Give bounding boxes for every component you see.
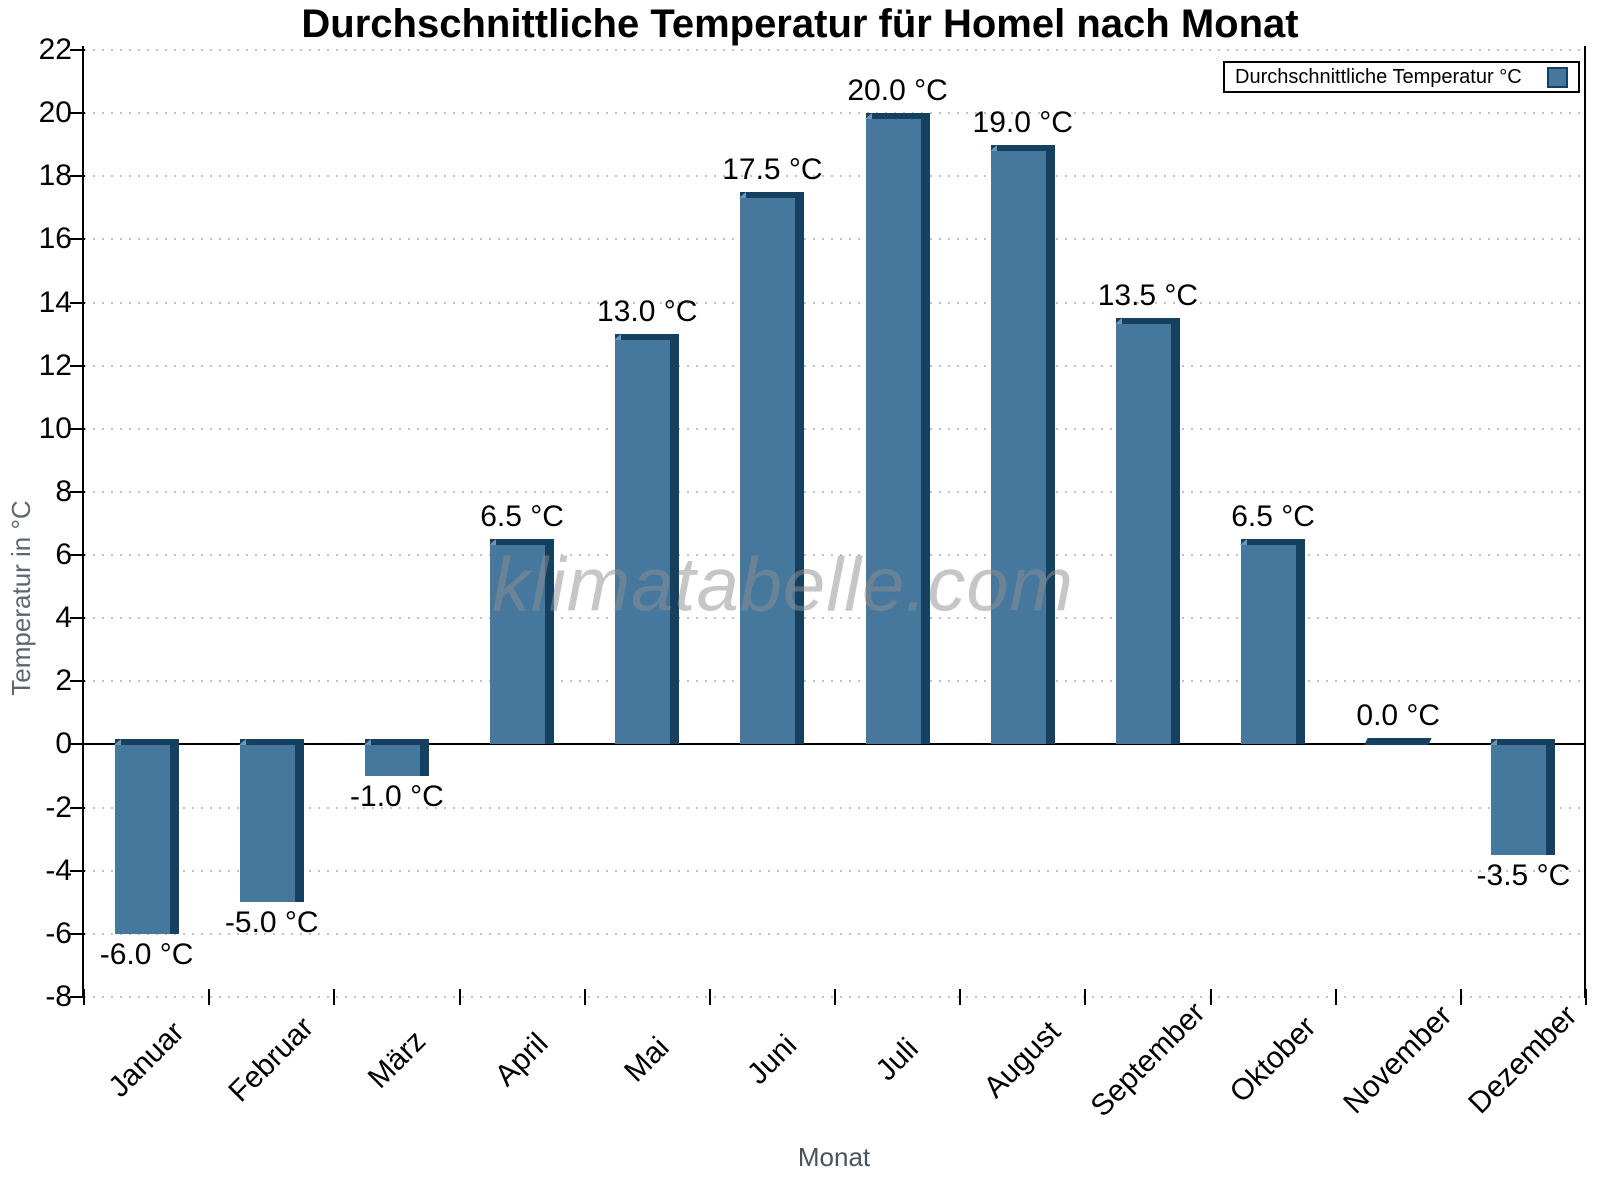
x-axis-tick	[959, 989, 962, 1005]
legend-swatch	[1547, 66, 1568, 88]
x-axis-title: Monat	[797, 1142, 871, 1172]
y-axis-tick	[70, 554, 85, 557]
gridline	[84, 680, 1586, 683]
y-axis-tick	[70, 743, 85, 746]
y-tick-label: 12	[38, 348, 72, 382]
y-axis-tick	[70, 996, 85, 998]
y-axis-tick	[70, 932, 85, 935]
value-label-april: 6.5 °C	[480, 500, 564, 534]
value-label-mai: 13.0 °C	[597, 295, 698, 329]
legend: Durchschnittliche Temperatur °C	[1223, 61, 1580, 93]
y-axis-tick	[70, 869, 85, 872]
gridline	[84, 112, 1586, 115]
gridline	[84, 301, 1586, 304]
x-axis-tick	[834, 989, 836, 1005]
bar-februar	[238, 739, 304, 903]
bar-oktober	[1240, 539, 1306, 745]
gridline	[84, 427, 1586, 430]
x-axis-tick	[1334, 989, 1337, 1005]
month-label-dezember: Dezember	[1373, 999, 1600, 1120]
y-axis-tick	[70, 238, 85, 241]
gridline	[84, 49, 1586, 51]
bar-august	[989, 144, 1055, 745]
gridline	[84, 364, 1586, 367]
gridline	[84, 806, 1586, 809]
bar-november	[1364, 738, 1432, 746]
bar-dezember	[1490, 739, 1556, 855]
bar-juli	[864, 113, 930, 745]
y-axis-tick	[70, 49, 85, 51]
y-axis-tick	[70, 806, 85, 809]
bar-april	[489, 539, 555, 745]
y-tick-label: -8	[45, 980, 72, 1013]
x-axis-tick	[1209, 989, 1212, 1005]
y-tick-label: 14	[38, 285, 72, 319]
y-axis-tick	[70, 427, 85, 430]
gridline	[84, 554, 1586, 557]
bar-marz	[363, 739, 429, 777]
gridline	[84, 490, 1586, 493]
x-axis-tick	[1459, 989, 1462, 1005]
x-axis-tick	[583, 989, 586, 1005]
y-tick-label: 4	[55, 601, 72, 635]
x-axis-tick	[1585, 989, 1587, 1005]
x-axis-tick	[708, 989, 711, 1005]
value-label-juni: 17.5 °C	[722, 153, 823, 187]
y-tick-label: 22	[38, 33, 72, 66]
y-axis-tick	[70, 301, 85, 304]
chart-title: Durchschnittliche Temperatur für Homel n…	[301, 2, 1299, 46]
y-axis-tick	[70, 680, 85, 683]
gridline	[84, 932, 1586, 935]
y-axis-line	[82, 46, 84, 998]
y-axis-tick	[70, 490, 85, 493]
x-axis-tick	[1084, 989, 1087, 1005]
legend-label: Durchschnittliche Temperatur °C	[1235, 65, 1522, 88]
y-tick-label: 0	[55, 727, 72, 761]
zero-line	[84, 743, 1586, 746]
y-tick-label: -4	[45, 853, 72, 887]
x-axis-tick	[83, 989, 85, 1005]
gridline	[84, 869, 1586, 872]
gridline	[84, 175, 1586, 178]
y-tick-label: 8	[55, 474, 72, 508]
bar-mai	[614, 334, 680, 745]
right-border-line	[1584, 46, 1586, 998]
x-axis-tick	[208, 989, 211, 1005]
month-label-text: Dezember	[1462, 999, 1584, 1121]
value-label-marz: -1.0 °C	[350, 780, 444, 814]
value-label-august: 19.0 °C	[972, 105, 1073, 139]
gridline	[84, 617, 1586, 620]
y-tick-label: 6	[55, 538, 72, 572]
x-axis-tick	[333, 989, 336, 1005]
value-label-dezember: -3.5 °C	[1476, 858, 1571, 892]
value-label-november: 0.0 °C	[1356, 699, 1441, 733]
y-axis-tick	[70, 617, 85, 620]
bar-januar	[113, 739, 179, 934]
y-tick-label: 2	[55, 664, 72, 698]
value-label-juli: 20.0 °C	[847, 74, 948, 108]
y-tick-label: 18	[38, 159, 72, 193]
gridline	[84, 238, 1586, 241]
y-tick-label: 16	[38, 222, 72, 256]
value-label-januar: -6.0 °C	[99, 937, 194, 971]
y-axis-tick	[70, 364, 85, 367]
y-tick-label: -6	[45, 916, 72, 950]
bar-september	[1114, 318, 1180, 745]
value-label-oktober: 6.5 °C	[1231, 500, 1315, 534]
x-axis-tick	[458, 989, 461, 1005]
y-tick-label: -2	[45, 790, 72, 824]
y-tick-label: 20	[38, 96, 72, 130]
y-axis-tick	[70, 175, 85, 178]
value-label-februar: -5.0 °C	[224, 906, 319, 940]
bar-juni	[739, 192, 805, 745]
value-label-september: 13.5 °C	[1097, 279, 1199, 313]
y-axis-tick	[70, 112, 85, 115]
y-tick-label: 10	[38, 411, 72, 445]
